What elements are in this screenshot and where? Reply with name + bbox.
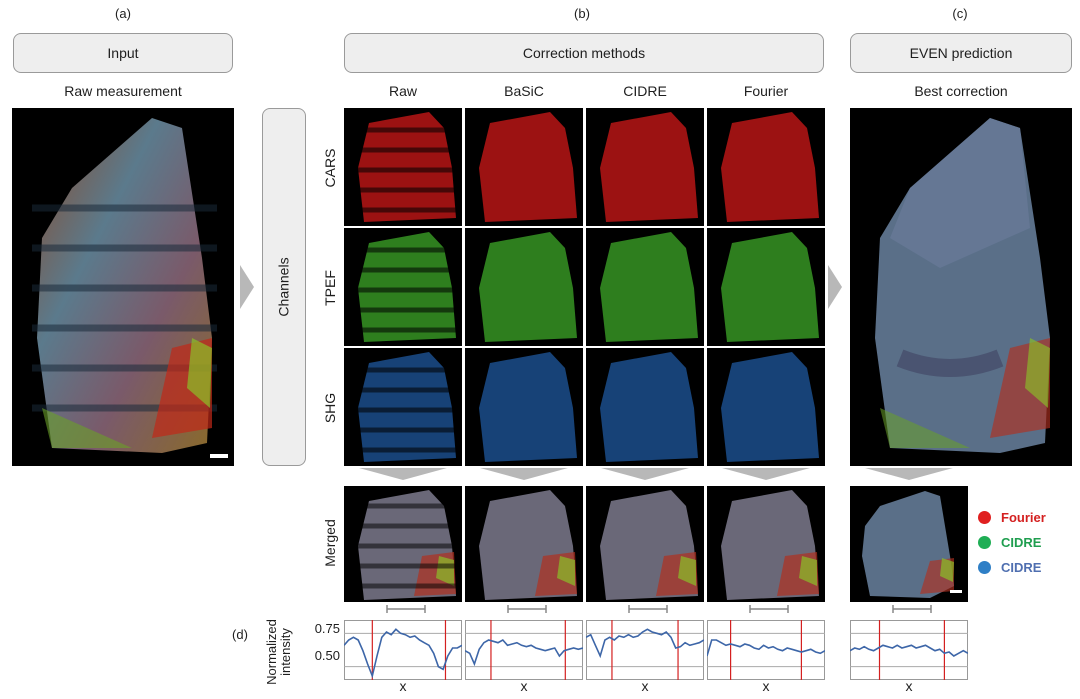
tile-cars-raw — [344, 108, 462, 226]
legend-dot-green — [978, 536, 991, 549]
profile-frame — [465, 620, 583, 680]
profile-region-bracket — [628, 605, 668, 613]
profile-chart-cidre — [586, 620, 704, 680]
panel-a-label: (a) — [115, 6, 131, 21]
row-label-cars: CARS — [322, 148, 338, 188]
tile-shg-basic — [465, 348, 583, 466]
ytick-050: 0.50 — [314, 648, 340, 663]
legend-item-cidre-green: CIDRE — [978, 535, 1041, 550]
down-arrow-0 — [359, 468, 447, 480]
tile-merged-cidre — [586, 486, 704, 602]
profile-chart-fourier — [707, 620, 825, 680]
profile-xlabel-raw: x — [399, 678, 407, 694]
profile-region-bracket — [749, 605, 789, 613]
profile-line — [586, 628, 704, 659]
profile-line — [344, 628, 462, 679]
row-label-merged: Merged — [322, 519, 338, 567]
raw-measurement-image — [12, 108, 234, 466]
arrow-right-1 — [240, 265, 254, 309]
tile-cars-cidre — [586, 108, 704, 226]
profile-region-bracket — [507, 605, 547, 613]
column-title-basic: BaSiC — [504, 83, 544, 99]
channels-box: Channels — [262, 108, 306, 466]
panel-c-label: (c) — [952, 6, 968, 21]
profile-xlabel-best: x — [905, 678, 913, 694]
tile-merged-raw — [344, 486, 462, 602]
column-title-fourier: Fourier — [743, 83, 789, 99]
tile-shg-fourier — [707, 348, 825, 466]
raw-measurement-label: Raw measurement — [64, 83, 182, 99]
column-title-cidre: CIDRE — [623, 83, 667, 99]
profile-frame — [344, 620, 462, 680]
profile-line — [850, 644, 968, 657]
down-arrow-2 — [601, 468, 689, 480]
best-correction-image — [850, 108, 1072, 466]
channels-label: Channels — [276, 257, 292, 317]
tile-merged-fourier — [707, 486, 825, 602]
arrow-right-2 — [828, 265, 842, 309]
legend-item-cidre-blue: CIDRE — [978, 560, 1041, 575]
profile-xlabel-cidre: x — [641, 678, 649, 694]
panel-b-label: (b) — [574, 6, 590, 21]
column-title-raw: Raw — [388, 83, 417, 99]
best-correction-label: Best correction — [914, 83, 1008, 99]
profile-chart-best — [850, 620, 968, 680]
down-arrow-1 — [480, 468, 568, 480]
tile-tpef-basic — [465, 228, 583, 346]
tile-cars-basic — [465, 108, 583, 226]
legend-dot-red — [978, 511, 991, 524]
profile-line — [465, 638, 583, 667]
even-prediction-header: EVEN prediction — [850, 33, 1072, 73]
legend-item-fourier: Fourier — [978, 510, 1046, 525]
profile-xlabel-basic: x — [520, 678, 528, 694]
tile-shg-cidre — [586, 348, 704, 466]
profile-ylabel: Normalized intensity — [264, 619, 293, 685]
tile-merged-basic — [465, 486, 583, 602]
profile-chart-basic — [465, 620, 583, 680]
tile-tpef-raw — [344, 228, 462, 346]
down-arrow-4 — [865, 468, 953, 480]
panel-d-label: (d) — [232, 627, 248, 642]
tile-shg-raw — [344, 348, 462, 466]
ytick-075: 0.75 — [314, 621, 340, 636]
legend-label-cidre-blue: CIDRE — [1001, 560, 1042, 575]
tile-tpef-cidre — [586, 228, 704, 346]
correction-methods-header: Correction methods — [344, 33, 824, 73]
input-header: Input — [13, 33, 233, 73]
down-arrow-3 — [722, 468, 810, 480]
profile-xlabel-fourier: x — [762, 678, 770, 694]
best-merged-image — [850, 486, 968, 602]
profile-region-bracket — [386, 605, 426, 613]
tile-cars-fourier — [707, 108, 825, 226]
profile-frame — [850, 620, 968, 680]
profile-region-bracket — [892, 605, 932, 613]
legend-label-fourier: Fourier — [1001, 510, 1046, 525]
profile-chart-raw — [344, 620, 462, 680]
profile-frame — [707, 620, 825, 680]
profile-line — [707, 639, 825, 657]
profile-frame — [586, 620, 704, 680]
row-label-tpef: TPEF — [322, 270, 338, 306]
legend-label-cidre-green: CIDRE — [1001, 535, 1042, 550]
tile-tpef-fourier — [707, 228, 825, 346]
legend-dot-blue — [978, 561, 991, 574]
row-label-shg: SHG — [322, 392, 338, 424]
